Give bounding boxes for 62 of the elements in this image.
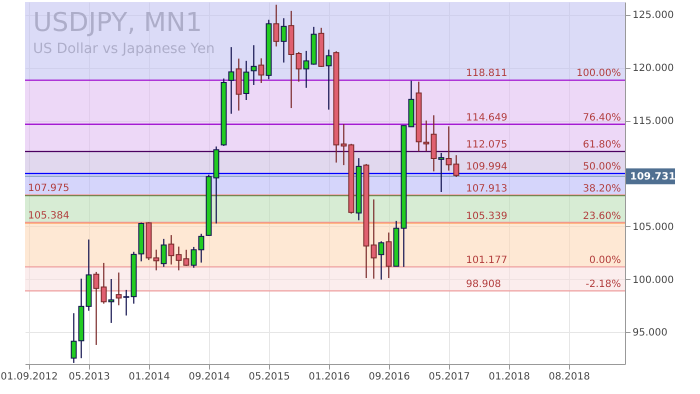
x-tick-label: 05.2017 bbox=[428, 372, 470, 382]
candlestick bbox=[340, 123, 347, 166]
candlestick bbox=[280, 18, 287, 64]
candlestick bbox=[446, 126, 452, 172]
band-label: -2.18% bbox=[586, 278, 621, 290]
ref-line-label: 114.649 bbox=[466, 112, 508, 124]
candlestick bbox=[370, 198, 377, 280]
candlestick bbox=[190, 246, 197, 268]
candlestick bbox=[108, 278, 114, 324]
ref-line-label: 112.075 bbox=[466, 140, 508, 151]
candlestick bbox=[228, 46, 234, 114]
candlestick bbox=[123, 289, 130, 316]
candlestick bbox=[438, 152, 444, 193]
candlestick bbox=[198, 233, 204, 264]
band-label: 0.00% bbox=[589, 254, 621, 266]
x-tick-label: 01.2016 bbox=[308, 372, 350, 382]
candlestick bbox=[160, 238, 167, 268]
x-tick-label: 05.2015 bbox=[248, 372, 290, 382]
text: 109.731 bbox=[630, 171, 676, 182]
ref-line-label: 107.975 bbox=[28, 182, 70, 194]
x-tick-label: 01.09.2012 bbox=[0, 372, 58, 382]
y-tick-label: 100.000 bbox=[632, 274, 674, 286]
ref-line-label: 118.811 bbox=[466, 68, 508, 80]
x-tick-label: 05.2013 bbox=[68, 372, 110, 382]
ref-line-label: 105.339 bbox=[466, 210, 508, 222]
x-tick-label: 01.2014 bbox=[128, 372, 170, 382]
band-label: 50.00% bbox=[582, 162, 621, 173]
x-tick-label: 08.2018 bbox=[548, 372, 590, 382]
band-label: 76.40% bbox=[582, 112, 621, 124]
ref-line-label: 109.994 bbox=[466, 162, 508, 173]
y-tick-label: 125.000 bbox=[632, 10, 674, 22]
candlestick bbox=[116, 272, 122, 306]
candlestick bbox=[250, 44, 257, 86]
candlestick bbox=[378, 240, 384, 280]
candlestick bbox=[423, 120, 430, 152]
candlestick bbox=[453, 154, 460, 178]
band-label: 61.80% bbox=[582, 140, 621, 151]
band-label: 23.60% bbox=[582, 210, 621, 222]
x-tick-label: 09.2016 bbox=[368, 372, 410, 382]
candlestick bbox=[176, 246, 182, 271]
candlestick bbox=[258, 58, 264, 84]
ref-line-label: 105.384 bbox=[28, 210, 70, 222]
candlestick bbox=[70, 312, 77, 364]
candlestick bbox=[93, 271, 100, 346]
candlestick bbox=[296, 51, 302, 82]
candlestick bbox=[326, 49, 332, 110]
ref-line-label: 107.913 bbox=[466, 184, 508, 195]
band-label: 100.00% bbox=[576, 68, 621, 80]
y-tick-label: 120.000 bbox=[632, 63, 674, 74]
candlestick bbox=[100, 262, 107, 304]
ref-line-label: 101.177 bbox=[466, 254, 508, 266]
x-tick-label: 01.2018 bbox=[488, 372, 530, 382]
band-label: 38.20% bbox=[582, 184, 621, 195]
y-tick-label: 95.000 bbox=[632, 328, 668, 339]
ref-line-label: 98.908 bbox=[466, 278, 501, 290]
y-tick-label: 105.000 bbox=[632, 222, 674, 233]
y-tick-label: 115.000 bbox=[632, 116, 674, 128]
candlestick bbox=[303, 50, 310, 88]
candlestick bbox=[168, 234, 174, 266]
x-tick-label: 09.2014 bbox=[188, 372, 230, 382]
candlestick bbox=[273, 4, 280, 48]
candlestick bbox=[243, 60, 250, 101]
